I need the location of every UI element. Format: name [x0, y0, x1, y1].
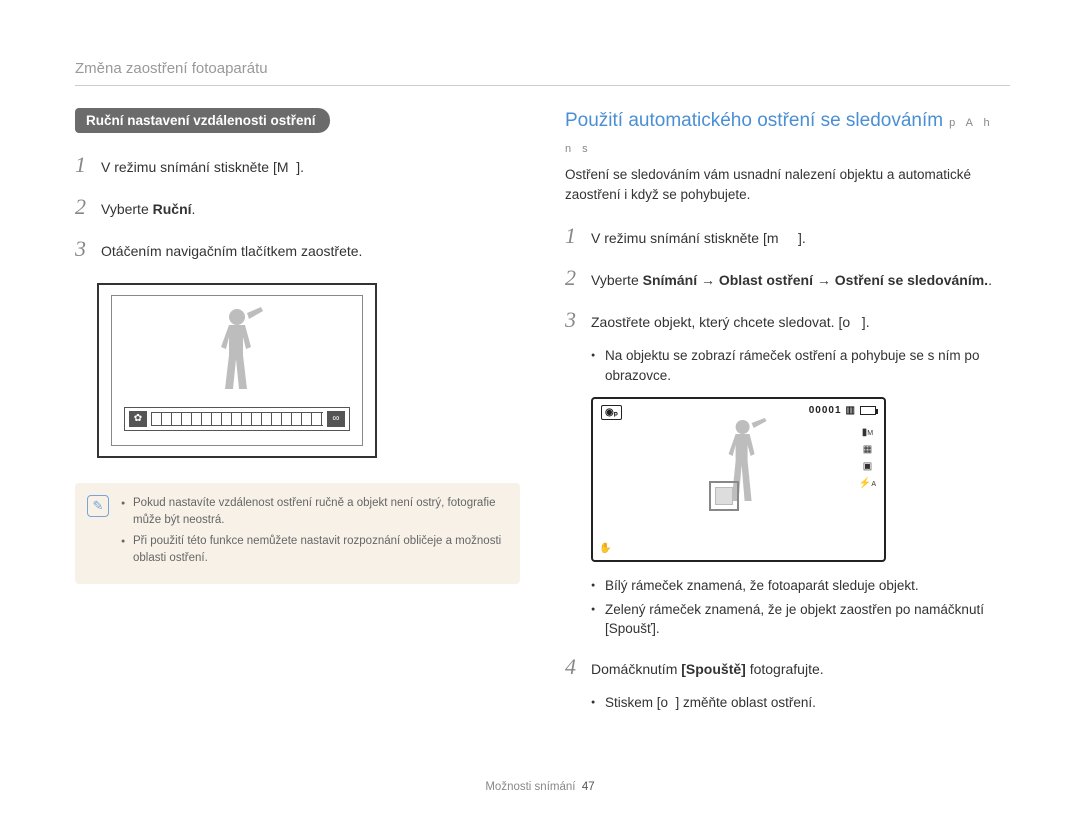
- step-text: Vyberte Ruční.: [101, 199, 520, 219]
- battery-icon: [860, 406, 876, 415]
- metering-icon: ▣: [863, 461, 872, 472]
- step-text: Domáčknutím [Spouště] fotografujte.: [591, 659, 1010, 679]
- step-text: Zaostřete objekt, který chcete sledovat.…: [591, 312, 1010, 332]
- section-pill: Ruční nastavení vzdálenosti ostření: [75, 108, 330, 133]
- note-box: ✎ Pokud nastavíte vzdálenost ostření ruč…: [75, 483, 520, 584]
- step-number: 3: [75, 233, 91, 265]
- bullet-item: Zelený rámeček znamená, že je objekt zao…: [591, 600, 1010, 639]
- tracking-focus-frame: [709, 481, 739, 511]
- right-step-1: 1 V režimu snímání stiskněte [m ].: [565, 220, 1010, 252]
- step-number: 4: [565, 651, 581, 683]
- left-step-3: 3 Otáčením navigačním tlačítkem zaostřet…: [75, 233, 520, 265]
- page-number: 47: [582, 781, 595, 793]
- left-column: Ruční nastavení vzdálenosti ostření 1 V …: [75, 108, 520, 724]
- step-number: 2: [565, 262, 581, 294]
- status-bar: 00001 ▥: [809, 405, 876, 416]
- step3-bullets: Na objektu se zobrazí rámeček ostření a …: [591, 346, 1010, 385]
- left-step-2: 2 Vyberte Ruční.: [75, 191, 520, 223]
- person-silhouette-icon: [712, 417, 772, 537]
- step-text: Otáčením navigačním tlačítkem zaostřete.: [101, 241, 520, 261]
- right-step-2: 2 Vyberte Snímání → Oblast ostření → Ost…: [565, 262, 1010, 294]
- header-area: Změna zaostření fotoaparátu: [0, 0, 1080, 77]
- step4-bullets: Stiskem [o ] změňte oblast ostření.: [591, 693, 1010, 713]
- frame-counter: 00001: [809, 405, 842, 416]
- footer-section: Možnosti snímání: [485, 781, 575, 793]
- left-step-1: 1 V režimu snímání stiskněte [M ].: [75, 149, 520, 181]
- macro-icon: ✿: [129, 411, 147, 427]
- right-step-3: 3 Zaostřete objekt, který chcete sledova…: [565, 304, 1010, 336]
- sd-icon: ▥: [846, 405, 856, 416]
- step-number: 1: [565, 220, 581, 252]
- page-footer: Možnosti snímání 47: [0, 781, 1080, 793]
- manual-focus-figure: ✿ ∞: [97, 283, 377, 458]
- flash-icon: ⚡A: [859, 478, 876, 489]
- step-text: V režimu snímání stiskněte [m ].: [591, 228, 1010, 248]
- step-text: V režimu snímání stiskněte [M ].: [101, 157, 520, 177]
- camera-screen-figure: ◉ₚ 00001 ▥ ▮M ▦ ▣ ⚡A ✋: [591, 397, 886, 562]
- focus-distance-bar: ✿ ∞: [124, 407, 350, 431]
- bullet-item: Stiskem [o ] změňte oblast ostření.: [591, 693, 1010, 713]
- step-number: 2: [75, 191, 91, 223]
- infinity-icon: ∞: [327, 411, 345, 427]
- note-icon: ✎: [87, 495, 109, 517]
- quality-icon: ▦: [863, 444, 872, 455]
- right-icon-column: ▮M ▦ ▣ ⚡A: [859, 427, 876, 489]
- stabilizer-icon: ✋: [599, 543, 611, 554]
- mode-badge-icon: ◉ₚ: [601, 405, 622, 420]
- size-icon: ▮M: [862, 427, 873, 438]
- bullet-item: Na objektu se zobrazí rámeček ostření a …: [591, 346, 1010, 385]
- right-step-4: 4 Domáčknutím [Spouště] fotografujte.: [565, 651, 1010, 683]
- bullet-item: Bílý rámeček znamená, že fotoaparát sled…: [591, 576, 1010, 596]
- note-item: Při použití této funkce nemůžete nastavi…: [121, 533, 506, 568]
- section-intro: Ostření se sledováním vám usnadní naleze…: [565, 165, 1010, 204]
- step-text: Vyberte Snímání → Oblast ostření → Ostře…: [591, 270, 1010, 290]
- right-column: Použití automatického ostření se sledová…: [565, 108, 1010, 724]
- page-columns: Ruční nastavení vzdálenosti ostření 1 V …: [0, 108, 1080, 754]
- focus-ticks: [151, 412, 323, 426]
- person-silhouette-icon: [202, 305, 272, 400]
- header-rule: [75, 85, 1010, 86]
- step-number: 3: [565, 304, 581, 336]
- step3-bullets-2: Bílý rámeček znamená, že fotoaparát sled…: [591, 576, 1010, 639]
- note-item: Pokud nastavíte vzdálenost ostření ručně…: [121, 495, 506, 530]
- section-heading: Použití automatického ostření se sledová…: [565, 108, 1010, 159]
- page-header: Změna zaostření fotoaparátu: [75, 60, 1080, 77]
- step-number: 1: [75, 149, 91, 181]
